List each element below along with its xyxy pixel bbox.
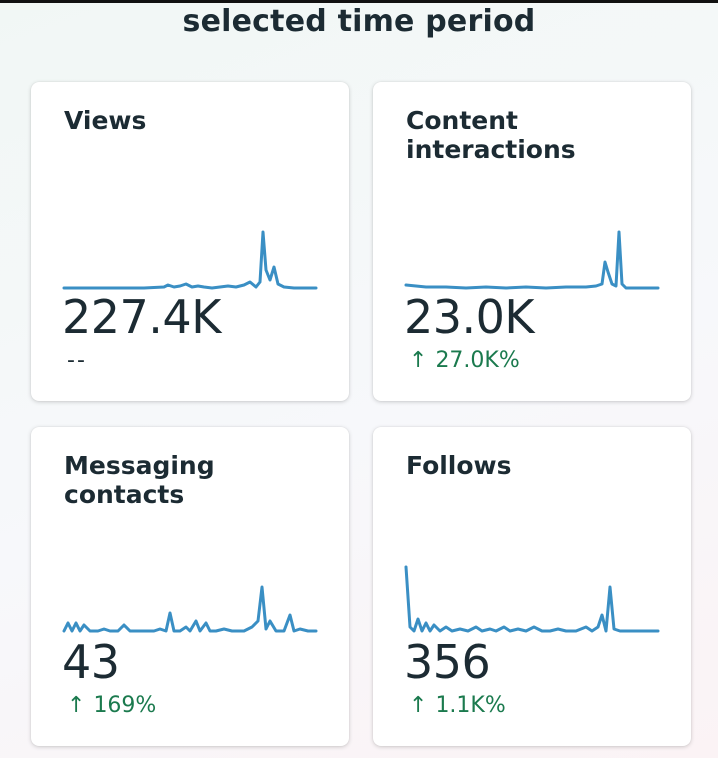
card-title: Follows bbox=[406, 451, 512, 480]
card-value: 43 bbox=[62, 635, 120, 689]
card-change: ↑ 1.1K% bbox=[409, 693, 506, 718]
card-change: -- bbox=[67, 348, 87, 373]
change-value: -- bbox=[67, 348, 87, 373]
card-value: 356 bbox=[404, 635, 491, 689]
follows-card[interactable]: Follows 356 ↑ 1.1K% bbox=[373, 427, 691, 746]
messaging-contacts-card[interactable]: Messaging contacts 43 ↑ 169% bbox=[31, 427, 349, 746]
follows-sparkline bbox=[404, 565, 660, 633]
views-sparkline bbox=[62, 230, 318, 290]
card-title: Messaging contacts bbox=[64, 451, 215, 509]
arrow-up-icon: ↑ bbox=[409, 693, 428, 718]
arrow-up-icon: ↑ bbox=[67, 693, 86, 718]
content-interactions-card[interactable]: Content interactions 23.0K ↑ 27.0K% bbox=[373, 82, 691, 401]
card-title: Views bbox=[64, 106, 147, 135]
card-value: 23.0K bbox=[404, 290, 535, 344]
content-interactions-sparkline bbox=[404, 230, 660, 290]
arrow-up-icon: ↑ bbox=[409, 348, 428, 373]
views-card[interactable]: Views 227.4K -- bbox=[31, 82, 349, 401]
section-title: selected time period bbox=[182, 4, 536, 39]
card-value: 227.4K bbox=[62, 290, 221, 344]
card-title: Content interactions bbox=[406, 106, 576, 164]
change-value: 169% bbox=[93, 693, 157, 718]
top-bar bbox=[0, 0, 718, 3]
change-value: 27.0K% bbox=[435, 348, 520, 373]
messaging-contacts-sparkline bbox=[62, 585, 318, 633]
card-change: ↑ 169% bbox=[67, 693, 156, 718]
change-value: 1.1K% bbox=[435, 693, 506, 718]
card-change: ↑ 27.0K% bbox=[409, 348, 520, 373]
